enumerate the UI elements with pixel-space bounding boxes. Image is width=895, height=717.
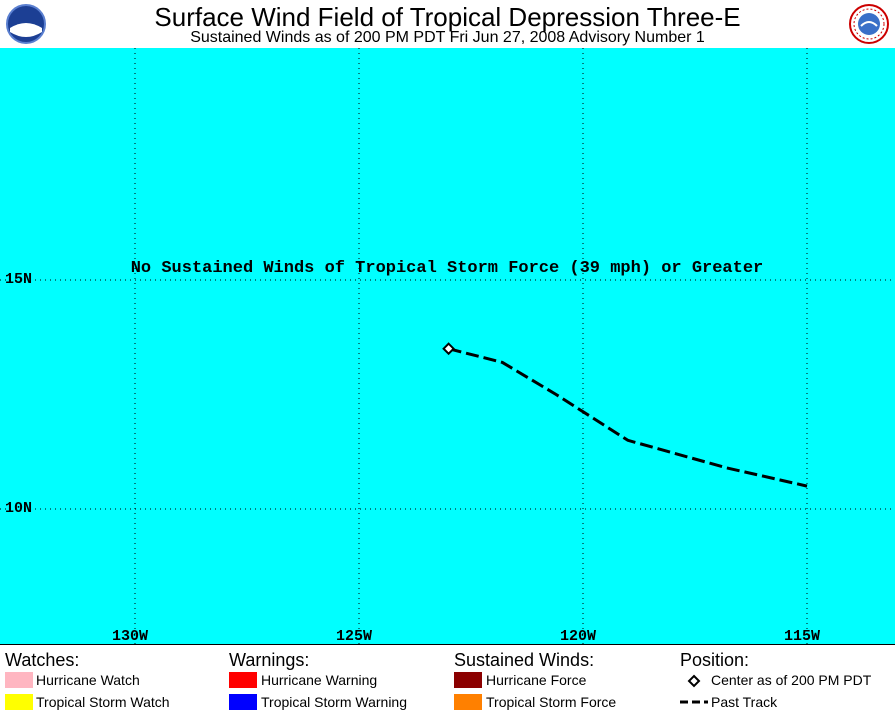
hurricane-warning-label: Hurricane Warning [261,672,378,688]
tropical-storm-force-label: Tropical Storm Force [486,694,617,710]
lat-label: 10N [5,500,32,517]
wind-field-map: No Sustained Winds of Tropical Storm For… [0,48,895,644]
lat-lon-grid [0,48,895,644]
legend-winds-heading: Sustained Winds: [454,650,595,670]
nws-logo-icon [849,4,889,44]
storm-center-marker [442,342,456,356]
tropical-storm-warning-swatch [229,694,257,710]
no-winds-message: No Sustained Winds of Tropical Storm For… [131,259,764,278]
hurricane-force-label: Hurricane Force [486,672,587,688]
header: Surface Wind Field of Tropical Depressio… [0,0,895,48]
hurricane-warning-swatch [229,672,257,688]
past-track-label: Past Track [711,694,778,710]
lon-label: 115W [784,628,820,644]
center-diamond-icon [687,674,701,688]
lon-label: 120W [560,628,596,644]
legend-warnings-heading: Warnings: [229,650,310,670]
lon-label: 125W [336,628,372,644]
hurricane-force-swatch [454,672,482,688]
grid-labels: 130W 125W 120W 115W 15N 10N [5,271,820,644]
hurricane-watch-swatch [5,672,33,688]
storm-track [442,342,808,488]
legend-watches-heading: Watches: [5,650,80,670]
tropical-storm-force-swatch [454,694,482,710]
legend: Watches: Hurricane Watch Tropical Storm … [0,644,895,717]
tropical-storm-watch-swatch [5,694,33,710]
past-track-line [448,347,808,488]
tropical-storm-warning-label: Tropical Storm Warning [261,694,408,710]
lat-label: 15N [5,271,32,288]
page-subtitle: Sustained Winds as of 200 PM PDT Fri Jun… [190,29,705,46]
lon-label: 130W [112,628,148,644]
legend-position-heading: Position: [680,650,750,670]
tropical-storm-watch-label: Tropical Storm Watch [36,694,170,710]
center-position-label: Center as of 200 PM PDT [711,672,872,688]
noaa-logo-icon [6,4,46,44]
past-track-line-icon [680,700,708,704]
page-title: Surface Wind Field of Tropical Depressio… [154,2,741,32]
hurricane-watch-label: Hurricane Watch [36,672,140,688]
